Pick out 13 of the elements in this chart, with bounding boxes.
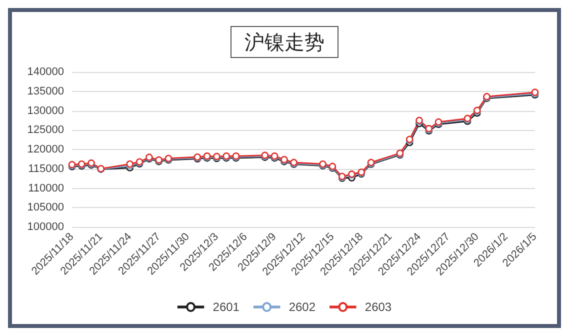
y-tick-label: 105000 [27, 202, 64, 214]
chart-title: 沪镍走势 [244, 30, 324, 54]
y-tick-label: 140000 [27, 66, 64, 78]
y-tick-label: 125000 [27, 124, 64, 136]
legend-label: 2603 [364, 300, 392, 314]
y-tick-label: 130000 [27, 104, 64, 117]
legend-label: 2601 [212, 300, 240, 314]
y-tick-label: 110000 [28, 182, 64, 194]
y-tick-label: 135000 [27, 85, 64, 98]
y-tick-label: 120000 [27, 144, 64, 156]
y-tick-label: 100000 [27, 221, 64, 233]
legend-label: 2602 [288, 300, 316, 314]
y-tick-label: 115000 [28, 162, 64, 175]
